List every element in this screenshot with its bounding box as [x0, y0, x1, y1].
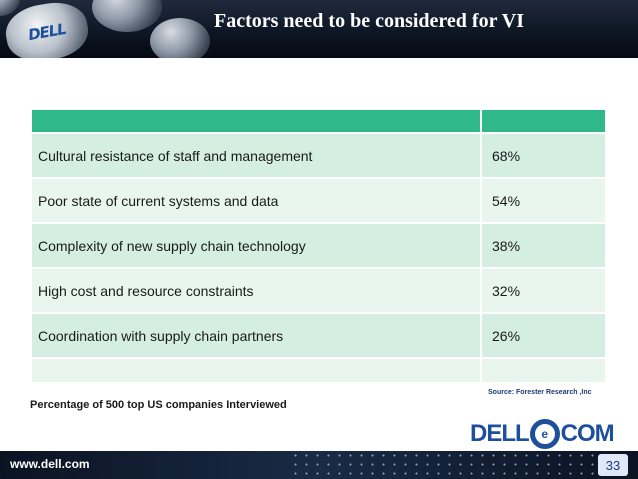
header-band: DELL Factors need to be considered for V… [0, 0, 638, 58]
percent-cell: 68% [482, 134, 607, 179]
footer-url-link[interactable]: www.dell.com [10, 457, 90, 471]
factor-cell: Complexity of new supply chain technolog… [32, 224, 482, 269]
table-header-row [32, 110, 607, 134]
keyboard-key-decoration [92, 0, 162, 32]
table-row: Poor state of current systems and data 5… [32, 179, 607, 224]
percent-cell: 38% [482, 224, 607, 269]
table-footer-row [32, 359, 607, 384]
table-caption: Percentage of 500 top US companies Inter… [30, 399, 287, 411]
keyboard-key-decoration [150, 18, 210, 58]
footer-band: www.dell.com [0, 451, 638, 479]
dell-logo-text: DELL [26, 19, 68, 45]
percent-cell: 32% [482, 269, 607, 314]
footer-dots-decoration [290, 451, 620, 479]
dell-com-logo-ring-letter: e [541, 427, 549, 441]
page-number: 33 [598, 454, 628, 476]
percent-cell: 54% [482, 179, 607, 224]
table-row: Cultural resistance of staff and managem… [32, 134, 607, 179]
table-footer-cell [482, 359, 607, 384]
percent-cell: 26% [482, 314, 607, 359]
table-row: Coordination with supply chain partners … [32, 314, 607, 359]
dell-com-logo-left: DELL [470, 420, 530, 447]
table-header-cell [32, 110, 482, 134]
table-footer-cell [32, 359, 482, 384]
table-row: High cost and resource constraints 32% [32, 269, 607, 314]
dell-com-logo-right: COM [560, 420, 615, 447]
dell-com-logo-ring-icon: e [529, 419, 560, 449]
factor-cell: High cost and resource constraints [32, 269, 482, 314]
dell-com-logo: DELL e COM [470, 416, 628, 452]
source-note: Source: Forester Research ,Inc [488, 389, 592, 396]
factor-cell: Poor state of current systems and data [32, 179, 482, 224]
table-row: Complexity of new supply chain technolog… [32, 224, 607, 269]
factor-cell: Coordination with supply chain partners [32, 314, 482, 359]
factors-table: Cultural resistance of staff and managem… [32, 110, 607, 384]
table-header-cell [482, 110, 607, 134]
factor-cell: Cultural resistance of staff and managem… [32, 134, 482, 179]
slide-title: Factors need to be considered for VI [214, 10, 524, 32]
